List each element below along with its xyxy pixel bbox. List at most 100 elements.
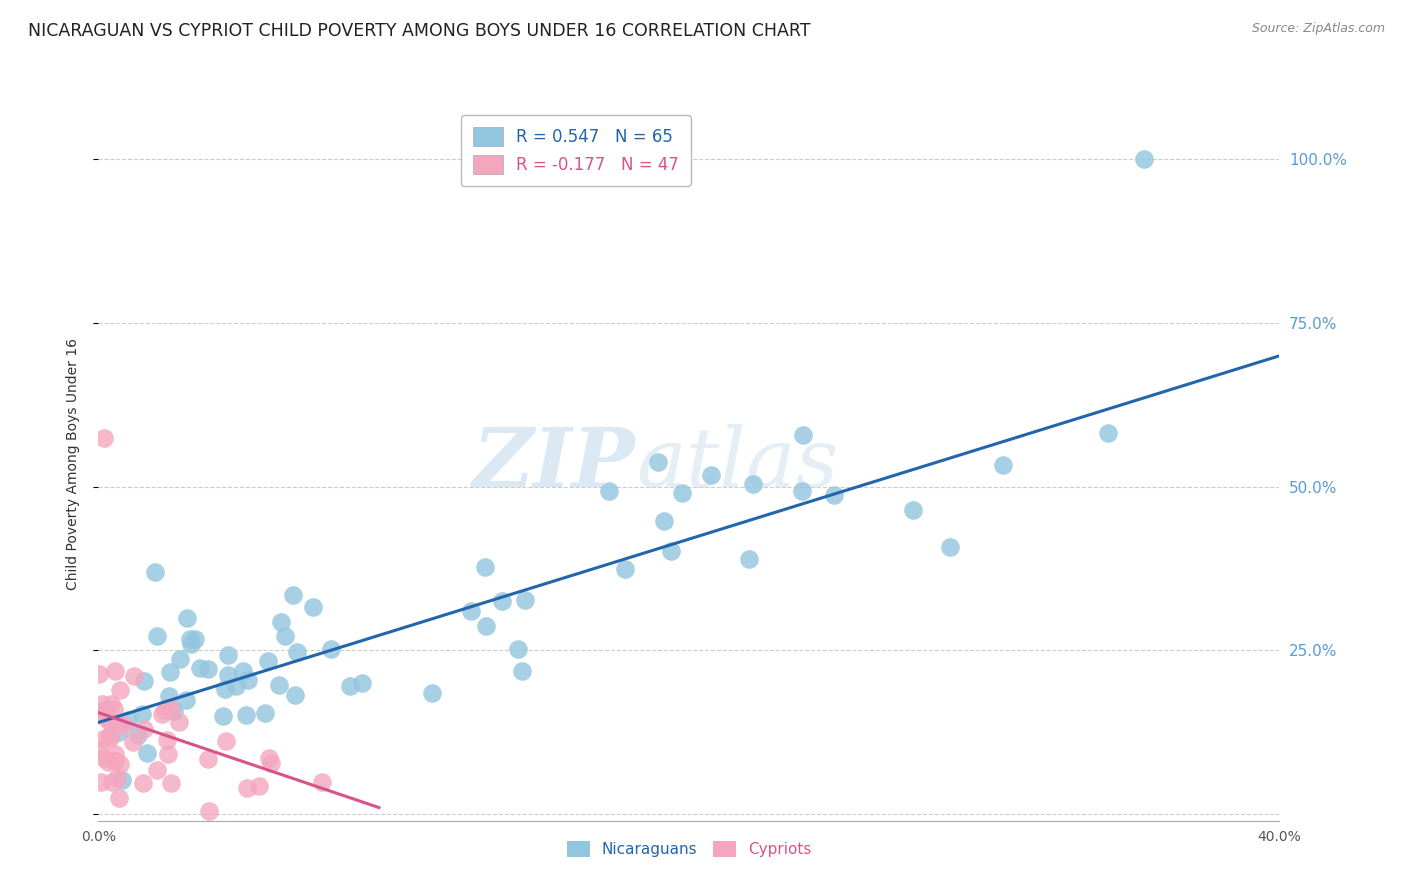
Point [104, 664, 127, 678]
Point [269, 678, 291, 692]
Point [257, 654, 280, 668]
Point [112, 718, 135, 732]
Point [993, 458, 1015, 473]
Point [131, 776, 153, 790]
Point [420, 686, 443, 700]
Point [659, 543, 682, 558]
Point [225, 679, 247, 693]
Point [232, 664, 254, 678]
Point [302, 600, 325, 615]
Point [903, 503, 925, 517]
Point [515, 592, 537, 607]
Text: atlas: atlas [636, 424, 838, 504]
Point [260, 756, 283, 770]
Point [215, 734, 238, 748]
Point [654, 514, 676, 528]
Point [598, 484, 620, 499]
Point [671, 486, 693, 500]
Point [491, 594, 513, 608]
Point [100, 697, 122, 711]
Point [823, 488, 845, 502]
Point [132, 722, 155, 736]
Point [111, 772, 134, 787]
Point [117, 713, 139, 727]
Point [103, 701, 125, 715]
Point [91, 732, 114, 747]
Point [214, 682, 236, 697]
Point [247, 779, 270, 793]
Point [188, 661, 211, 675]
Point [285, 645, 308, 659]
Point [146, 763, 169, 777]
Point [159, 702, 181, 716]
Point [122, 669, 145, 683]
Point [281, 588, 304, 602]
Point [98, 729, 121, 743]
Point [155, 702, 177, 716]
Point [156, 747, 179, 761]
Point [90, 775, 112, 789]
Point [103, 754, 125, 768]
Point [91, 697, 114, 711]
Point [613, 562, 636, 576]
Point [236, 780, 259, 795]
Point [90, 704, 112, 718]
Point [127, 728, 149, 742]
Point [89, 743, 111, 757]
Point [122, 735, 145, 749]
Point [474, 559, 496, 574]
Point [737, 551, 759, 566]
Point [270, 615, 292, 629]
Point [339, 679, 361, 693]
Point [319, 642, 342, 657]
Point [217, 648, 239, 662]
Point [939, 540, 962, 554]
Point [253, 706, 276, 721]
Point [93, 431, 115, 445]
Point [98, 731, 121, 745]
Point [217, 667, 239, 681]
Point [180, 637, 202, 651]
Point [159, 665, 181, 679]
Point [212, 708, 235, 723]
Point [135, 746, 157, 760]
Point [1132, 153, 1154, 167]
Point [284, 688, 307, 702]
Point [257, 751, 280, 765]
Point [131, 706, 153, 721]
Point [107, 791, 129, 805]
Point [179, 632, 201, 647]
Text: Source: ZipAtlas.com: Source: ZipAtlas.com [1251, 22, 1385, 36]
Point [108, 683, 131, 698]
Point [101, 775, 124, 789]
Point [163, 705, 186, 719]
Point [460, 604, 482, 618]
Point [157, 689, 180, 703]
Point [167, 715, 190, 730]
Point [94, 711, 117, 725]
Point [94, 704, 117, 718]
Point [311, 774, 333, 789]
Point [508, 641, 530, 656]
Point [198, 804, 221, 818]
Point [352, 676, 374, 690]
Point [790, 483, 813, 498]
Point [105, 771, 128, 785]
Point [150, 706, 173, 721]
Point [169, 652, 191, 666]
Point [510, 664, 533, 678]
Text: NICARAGUAN VS CYPRIOT CHILD POVERTY AMONG BOYS UNDER 16 CORRELATION CHART: NICARAGUAN VS CYPRIOT CHILD POVERTY AMON… [28, 22, 811, 40]
Point [183, 632, 205, 647]
Point [475, 619, 498, 633]
Point [104, 754, 127, 768]
Point [647, 455, 669, 469]
Point [146, 629, 169, 643]
Point [1097, 425, 1119, 440]
Point [93, 750, 115, 764]
Point [197, 751, 219, 765]
Point [160, 776, 183, 790]
Point [176, 611, 198, 625]
Point [274, 629, 297, 643]
Point [197, 662, 219, 676]
Point [174, 692, 197, 706]
